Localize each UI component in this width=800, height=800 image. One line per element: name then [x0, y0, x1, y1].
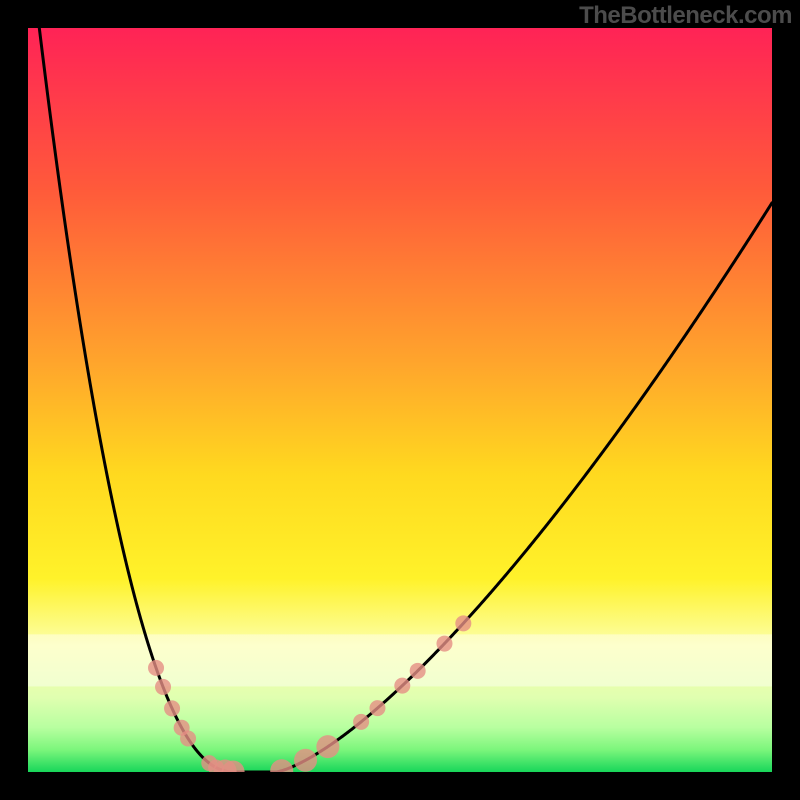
chart-svg: [0, 0, 800, 800]
data-marker: [148, 660, 164, 676]
data-marker: [294, 749, 317, 772]
data-marker: [455, 615, 471, 631]
watermark-text: TheBottleneck.com: [579, 2, 792, 30]
data-marker: [394, 678, 410, 694]
data-marker: [410, 663, 426, 679]
data-marker: [155, 679, 171, 695]
data-marker: [316, 735, 339, 758]
data-marker: [353, 714, 369, 730]
data-marker: [164, 700, 180, 716]
data-marker: [180, 731, 196, 747]
data-marker: [369, 700, 385, 716]
data-marker: [436, 636, 452, 652]
